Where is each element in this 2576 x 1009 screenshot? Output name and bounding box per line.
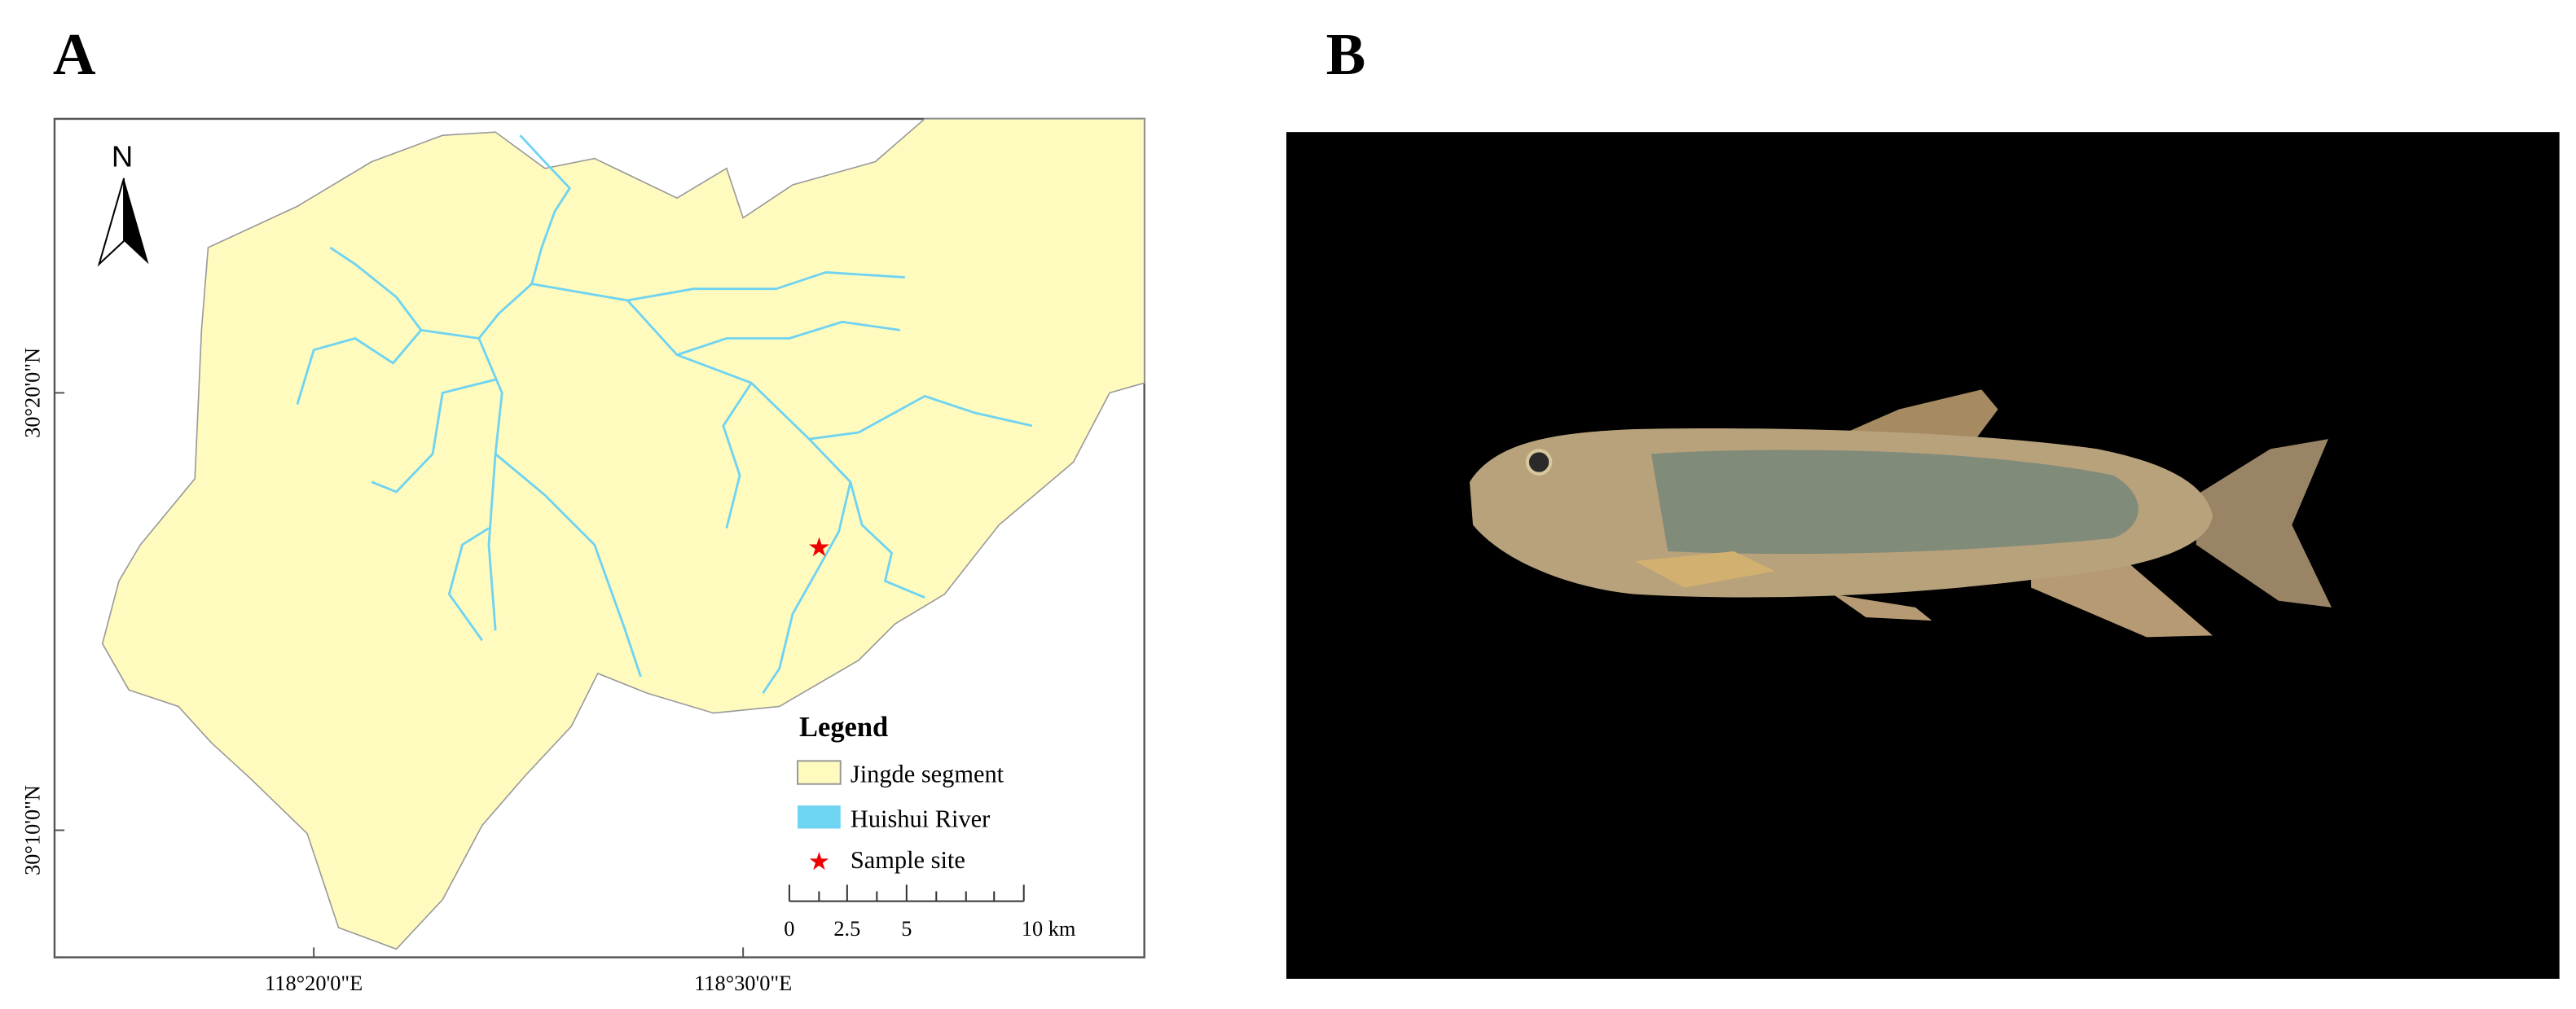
scale-label: 10 km: [1022, 917, 1076, 941]
scale-label: 2.5: [833, 917, 860, 941]
fish-photo: [1286, 132, 2560, 979]
scale-label: 0: [784, 917, 794, 941]
lat-label: 30°10'0"N: [21, 785, 45, 875]
sample-site: ★: [807, 533, 831, 563]
legend-title: Legend: [799, 712, 888, 743]
fin: [1846, 389, 1998, 443]
legend-swatch: [798, 805, 841, 829]
legend-label: Jingde segment: [851, 761, 1004, 788]
scale-label: 5: [901, 917, 912, 941]
fin: [1634, 551, 1775, 588]
panel-label: B: [1326, 21, 1366, 87]
lon-label: 118°30'0"E: [694, 972, 792, 995]
fin: [2196, 439, 2332, 608]
rivers: [296, 134, 1033, 695]
land: [101, 118, 1145, 950]
legend-swatch: [797, 760, 842, 785]
legend-swatch: ★: [808, 848, 830, 875]
map: N ★ 30°20'0"N 30°10'0"N 118°20'0"E 118°3…: [21, 117, 1145, 995]
north-arrow: [124, 178, 149, 265]
panel-label: A: [53, 21, 96, 87]
lon-label: 118°20'0"E: [265, 972, 363, 995]
lat-label: 30°20'0"N: [21, 348, 45, 438]
fin: [1832, 594, 1932, 621]
fish-eye: [1525, 449, 1553, 476]
fish-stripes: [1651, 450, 2139, 555]
scale-bar: [788, 884, 1025, 902]
fin: [2031, 558, 2213, 638]
legend-label: Huishui River: [851, 805, 990, 832]
north-label: N: [112, 140, 133, 173]
legend-label: Sample site: [851, 846, 965, 874]
